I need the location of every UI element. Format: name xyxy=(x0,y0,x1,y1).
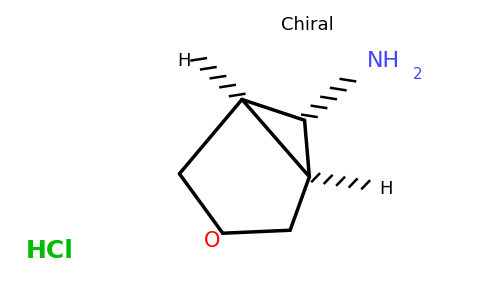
Text: 2: 2 xyxy=(413,67,423,82)
Text: HCl: HCl xyxy=(26,239,74,263)
Text: H: H xyxy=(379,180,393,198)
Text: NH: NH xyxy=(367,51,400,71)
Text: Chiral: Chiral xyxy=(281,16,333,34)
Text: O: O xyxy=(204,231,220,251)
Text: H: H xyxy=(178,52,191,70)
